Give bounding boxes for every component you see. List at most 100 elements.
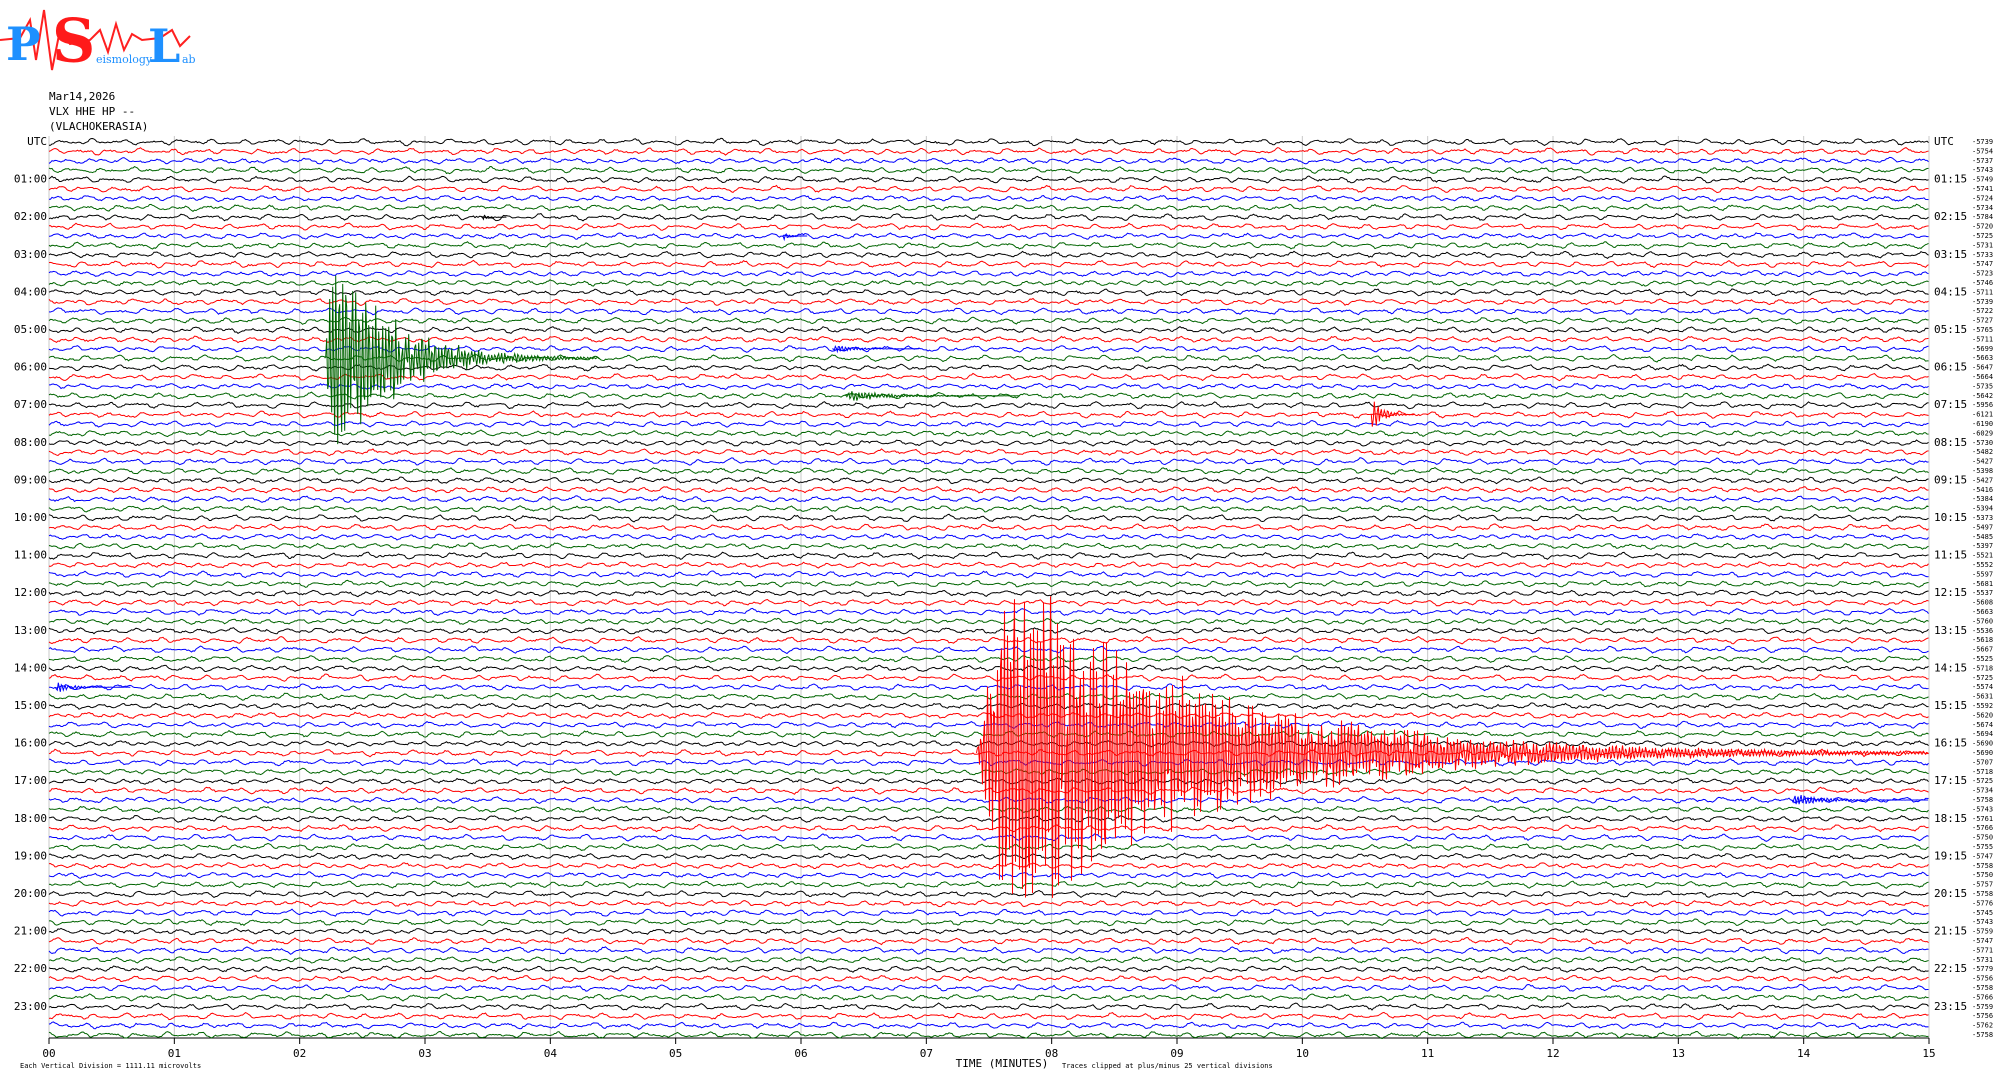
left-hour-label: 20:00: [14, 887, 47, 900]
logo-s: S: [52, 7, 95, 77]
right-hour-label: 15:15: [1934, 699, 1967, 712]
trace-offset: -5398: [1972, 467, 1993, 475]
trace: [48, 326, 1929, 335]
trace-offset: -5734: [1972, 787, 1993, 795]
trace-offset: -5397: [1972, 542, 1993, 550]
left-hour-label: 15:00: [14, 699, 47, 712]
trace-offset: -5737: [1972, 157, 1993, 165]
right-hour-label: 05:15: [1934, 323, 1967, 336]
trace-offset: -5779: [1972, 965, 1993, 973]
trace: [48, 269, 1929, 278]
trace-offset: -5694: [1972, 730, 1993, 738]
trace-offset: -5759: [1972, 1003, 1993, 1011]
trace: [48, 382, 1929, 391]
left-hour-label: 05:00: [14, 323, 47, 336]
trace: [48, 429, 1929, 438]
trace: [48, 607, 1929, 616]
left-hour-label: 17:00: [14, 774, 47, 787]
left-hour-label: 22:00: [14, 962, 47, 975]
traces: [48, 137, 1929, 1040]
trace: [48, 288, 1929, 297]
trace-offset: -5618: [1972, 636, 1993, 644]
right-hour-label: 08:15: [1934, 436, 1967, 449]
trace: [48, 175, 1929, 184]
x-tick-label: 11: [1421, 1047, 1434, 1060]
right-hour-label: 09:15: [1934, 473, 1967, 486]
trace: [48, 259, 1929, 269]
trace: [48, 279, 1929, 287]
x-tick-label: 07: [920, 1047, 933, 1060]
trace: [48, 983, 1929, 993]
right-hour-label: 14:15: [1934, 661, 1967, 674]
x-axis-label: TIME (MINUTES): [956, 1057, 1049, 1070]
title-line: VLX HHE HP --: [49, 105, 135, 118]
trace-offset: -5416: [1972, 486, 1993, 494]
trace: [48, 814, 1929, 823]
logo-p: P: [6, 17, 41, 71]
trace-offset: -5574: [1972, 683, 1993, 691]
logo-word: ab: [182, 53, 196, 66]
left-hour-label: 06:00: [14, 361, 47, 374]
trace-offset: -5757: [1972, 881, 1993, 889]
trace: [48, 523, 1929, 532]
x-tick-label: 01: [168, 1047, 181, 1060]
trace: [48, 194, 1929, 203]
trace: [48, 297, 1929, 307]
trace-offset: -5758: [1972, 862, 1993, 870]
trace-offset: -5592: [1972, 702, 1993, 710]
trace: [48, 467, 1929, 475]
left-hour-label: 10:00: [14, 511, 47, 524]
trace: [48, 824, 1929, 833]
trace-offset: -5722: [1972, 307, 1993, 315]
left-hour-label: 08:00: [14, 436, 47, 449]
seismic-event: [832, 345, 920, 354]
left-hour-label: 03:00: [14, 248, 47, 261]
trace-offset: -5521: [1972, 552, 1993, 560]
trace: [48, 410, 1929, 419]
trace: [48, 664, 1929, 673]
left-hour-label: 09:00: [14, 473, 47, 486]
trace-offset: -5536: [1972, 627, 1993, 635]
logo-word: eismology: [96, 53, 153, 66]
trace: [48, 833, 1929, 842]
trace-offset: -5427: [1972, 476, 1993, 484]
right-hour-label: 06:15: [1934, 361, 1967, 374]
trace-offset: -5754: [1972, 147, 1993, 155]
trace-offset: -6121: [1972, 411, 1993, 419]
trace-offset: -5739: [1972, 138, 1993, 146]
trace: [48, 532, 1929, 541]
trace: [48, 513, 1929, 523]
trace-offset: -5734: [1972, 204, 1993, 212]
trace-offset: -5747: [1972, 260, 1993, 268]
x-tick-label: 05: [669, 1047, 682, 1060]
trace-offset: -5690: [1972, 749, 1993, 757]
trace-offset: -5731: [1972, 956, 1993, 964]
trace-offset: -5766: [1972, 993, 1993, 1001]
trace: [48, 213, 1929, 222]
trace-offset: -5733: [1972, 251, 1993, 259]
right-hour-label: 07:15: [1934, 398, 1967, 411]
trace: [48, 551, 1929, 561]
trace-offset: -5735: [1972, 382, 1993, 390]
trace: [48, 645, 1929, 655]
trace: [48, 937, 1929, 946]
left-hour-label: 18:00: [14, 812, 47, 825]
trace-offset: -5427: [1972, 458, 1993, 466]
footer-right: Traces clipped at plus/minus 25 vertical…: [1062, 1062, 1273, 1070]
left-hour-label: 12:00: [14, 586, 47, 599]
trace: [48, 955, 1929, 964]
trace: [48, 165, 1929, 175]
trace: [48, 344, 1929, 353]
trace: [48, 203, 1929, 212]
trace: [48, 250, 1929, 259]
trace: [48, 627, 1929, 635]
seismic-event: [324, 275, 600, 445]
trace-offset: -5756: [1972, 975, 1993, 983]
x-tick-label: 13: [1672, 1047, 1685, 1060]
trace: [48, 946, 1929, 955]
trace: [48, 692, 1929, 701]
left-hour-label: 14:00: [14, 661, 47, 674]
trace-offset: -5747: [1972, 852, 1993, 860]
trace-offset: -5674: [1972, 721, 1993, 729]
trace-offset: -5731: [1972, 241, 1993, 249]
